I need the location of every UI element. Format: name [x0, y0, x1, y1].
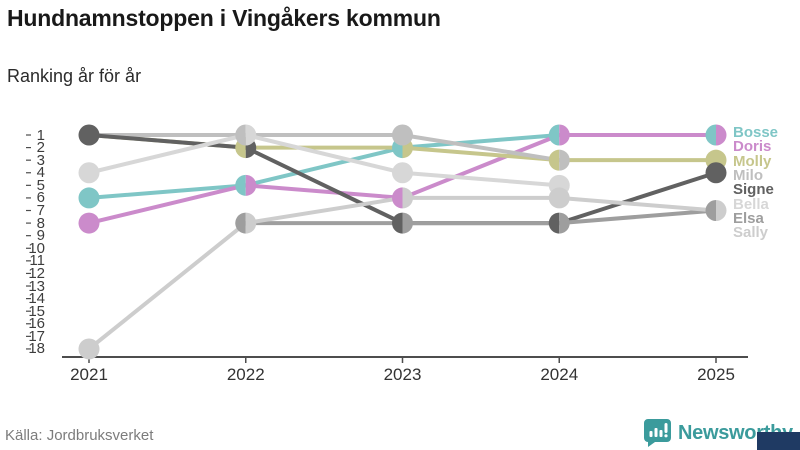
dot-doris	[78, 212, 100, 234]
corner-accent-block	[757, 432, 800, 450]
y-rank-label: 16	[28, 315, 45, 333]
legend-label-signe: Signe	[733, 181, 774, 199]
dot-bosse	[78, 187, 100, 209]
dot-left-molly	[548, 149, 560, 171]
y-rank-label: 10	[28, 239, 45, 257]
legend-label-bosse: Bosse	[733, 124, 779, 141]
dot-left-signe	[392, 212, 403, 234]
x-year-label: 2024	[540, 365, 579, 384]
series-line-bella	[87, 133, 562, 188]
y-rank-label: 4	[36, 164, 45, 182]
y-rank-label: 2	[36, 139, 45, 157]
y-rank-label: 15	[28, 302, 45, 320]
dot-right-doris	[716, 124, 727, 146]
y-rank-label: 7	[36, 202, 45, 219]
dot-left-bosse	[235, 174, 246, 196]
y-rank-label: 14	[28, 290, 45, 308]
dot-left-signe	[548, 212, 560, 234]
y-rank-label: 5	[36, 176, 45, 194]
dot-right-elsa	[402, 212, 414, 234]
y-rank-label: 12	[28, 264, 45, 282]
y-rank-label: 9	[36, 227, 45, 245]
dot-signe	[78, 124, 100, 146]
dot-right-bella	[245, 124, 257, 146]
x-year-label: 2023	[383, 365, 422, 384]
dot-right-elsa	[559, 212, 570, 234]
y-rank-label: 1	[36, 126, 45, 144]
y-rank-label: 18	[28, 340, 45, 358]
dot-sally	[548, 187, 570, 209]
y-rank-label: 6	[36, 189, 45, 207]
x-year-label: 2025	[697, 365, 735, 384]
y-rank-label: 17	[28, 327, 45, 345]
chart-subtitle: Ranking år för år	[7, 66, 142, 86]
dot-left-elsa	[235, 212, 246, 234]
x-year-label: 2021	[70, 365, 108, 384]
dot-right-milo	[559, 149, 570, 171]
legend-label-molly: Molly	[733, 152, 772, 170]
legend-label-doris: Doris	[733, 138, 772, 156]
legend-label-elsa: Elsa	[733, 209, 764, 227]
y-rank-label: 13	[28, 277, 45, 295]
dot-left-bosse	[548, 124, 560, 146]
dot-right-doris	[559, 124, 570, 146]
newsworthy-logo-icon	[644, 419, 671, 447]
chart-title: Hundnamnstoppen i Vingåkers kommun	[7, 5, 441, 31]
dot-milo	[392, 124, 413, 146]
dot-right-sally	[245, 212, 257, 234]
dot-signe	[705, 162, 727, 184]
dot-right-sally	[402, 187, 414, 209]
source-note: Källa: Jordbruksverket	[5, 427, 154, 444]
x-year-label: 2022	[226, 365, 265, 384]
dot-left-bosse	[705, 124, 716, 146]
series-line-milo	[87, 133, 562, 163]
dot-right-doris	[245, 174, 257, 196]
dot-bella	[78, 162, 100, 184]
dot-bella	[392, 162, 413, 184]
y-rank-label: 8	[36, 214, 45, 232]
dot-left-doris	[392, 187, 403, 209]
dot-left-elsa	[705, 200, 716, 222]
legend-label-milo: Milo	[733, 166, 763, 184]
dot-sally	[78, 338, 100, 360]
legend-label-bella: Bella	[733, 195, 769, 213]
dot-left-milo	[235, 124, 246, 146]
series-line-elsa	[243, 208, 718, 226]
dot-right-sally	[716, 200, 727, 222]
y-rank-label: 3	[36, 151, 45, 169]
legend-label-sally: Sally	[733, 224, 769, 242]
y-rank-label: 11	[29, 252, 45, 270]
